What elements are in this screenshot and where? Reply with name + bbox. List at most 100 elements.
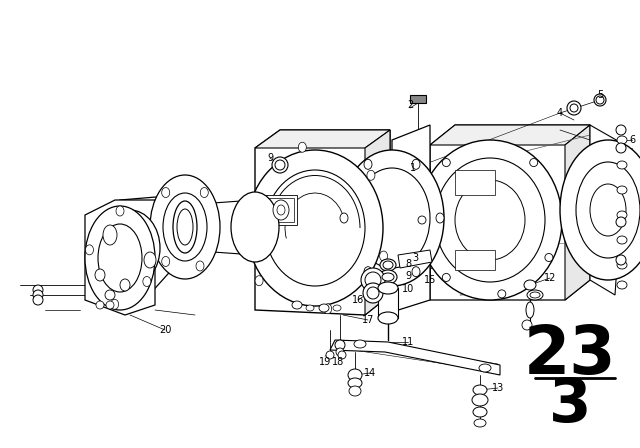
Ellipse shape [545, 254, 553, 262]
Bar [455, 170, 495, 195]
Ellipse shape [162, 188, 170, 198]
Polygon shape [255, 130, 390, 148]
Ellipse shape [265, 170, 365, 286]
Text: 6: 6 [629, 135, 635, 145]
Ellipse shape [616, 255, 626, 265]
Ellipse shape [116, 206, 124, 216]
Ellipse shape [530, 292, 540, 298]
Ellipse shape [354, 340, 366, 348]
Ellipse shape [105, 290, 115, 300]
Text: 20: 20 [159, 325, 171, 335]
Ellipse shape [617, 281, 627, 289]
Ellipse shape [98, 224, 142, 292]
Ellipse shape [418, 216, 426, 224]
Ellipse shape [324, 304, 332, 314]
Text: 14: 14 [364, 368, 376, 378]
Polygon shape [398, 250, 432, 268]
Ellipse shape [576, 162, 640, 258]
Ellipse shape [361, 268, 385, 292]
Ellipse shape [298, 142, 307, 152]
Ellipse shape [522, 320, 532, 330]
Polygon shape [365, 130, 390, 315]
Text: 10: 10 [402, 284, 414, 294]
Text: 8: 8 [405, 259, 411, 269]
Ellipse shape [498, 290, 506, 298]
Text: 17: 17 [362, 315, 374, 325]
Ellipse shape [479, 364, 491, 372]
Ellipse shape [616, 125, 626, 135]
Ellipse shape [617, 136, 627, 144]
Bar [265, 195, 297, 225]
Ellipse shape [412, 159, 420, 169]
Bar [410, 95, 426, 103]
Ellipse shape [380, 259, 396, 271]
Text: 18: 18 [332, 357, 344, 367]
Ellipse shape [33, 295, 43, 305]
Polygon shape [90, 195, 185, 305]
Ellipse shape [272, 157, 288, 173]
Ellipse shape [364, 159, 372, 169]
Ellipse shape [526, 302, 534, 318]
Ellipse shape [173, 201, 197, 253]
Ellipse shape [378, 282, 398, 294]
Ellipse shape [340, 213, 348, 223]
Ellipse shape [255, 276, 263, 286]
Ellipse shape [33, 290, 43, 300]
Ellipse shape [383, 261, 393, 269]
Ellipse shape [340, 150, 444, 286]
Ellipse shape [103, 225, 117, 245]
Ellipse shape [100, 210, 160, 286]
Ellipse shape [560, 140, 640, 280]
Text: 15: 15 [424, 275, 436, 285]
Ellipse shape [472, 394, 488, 406]
Ellipse shape [150, 175, 220, 279]
Ellipse shape [196, 261, 204, 271]
Text: 11: 11 [402, 337, 414, 347]
Ellipse shape [617, 236, 627, 244]
Text: 5: 5 [597, 90, 603, 100]
Text: 13: 13 [492, 383, 504, 393]
Text: 3: 3 [548, 375, 591, 435]
Ellipse shape [527, 290, 543, 300]
Ellipse shape [617, 211, 627, 219]
Ellipse shape [163, 193, 207, 261]
Polygon shape [565, 125, 590, 300]
Ellipse shape [326, 351, 334, 359]
Polygon shape [330, 340, 500, 375]
Ellipse shape [363, 283, 383, 303]
Ellipse shape [273, 200, 289, 220]
Ellipse shape [365, 272, 381, 288]
Ellipse shape [617, 161, 627, 169]
Text: 4: 4 [557, 108, 563, 118]
Text: 3: 3 [412, 253, 418, 263]
Ellipse shape [435, 158, 545, 282]
Ellipse shape [95, 269, 105, 281]
Bar [268, 198, 294, 222]
Ellipse shape [336, 348, 344, 356]
Ellipse shape [112, 224, 148, 272]
Text: 23: 23 [524, 322, 616, 388]
Ellipse shape [33, 285, 43, 295]
Ellipse shape [367, 170, 375, 180]
Ellipse shape [349, 386, 361, 396]
Text: 2: 2 [407, 100, 413, 110]
Ellipse shape [530, 159, 538, 167]
Ellipse shape [367, 287, 379, 299]
Ellipse shape [567, 101, 581, 115]
Ellipse shape [319, 304, 329, 312]
Ellipse shape [338, 351, 346, 359]
Ellipse shape [436, 213, 444, 223]
Text: 9: 9 [267, 153, 273, 163]
Ellipse shape [162, 256, 170, 267]
Ellipse shape [455, 180, 525, 260]
Text: 16: 16 [352, 295, 364, 305]
Ellipse shape [335, 340, 345, 350]
Ellipse shape [378, 312, 398, 324]
Ellipse shape [200, 188, 208, 198]
Ellipse shape [275, 160, 285, 170]
Ellipse shape [120, 279, 130, 291]
Ellipse shape [442, 273, 451, 281]
Ellipse shape [247, 150, 383, 306]
Text: 12: 12 [544, 273, 556, 283]
Ellipse shape [570, 104, 578, 112]
